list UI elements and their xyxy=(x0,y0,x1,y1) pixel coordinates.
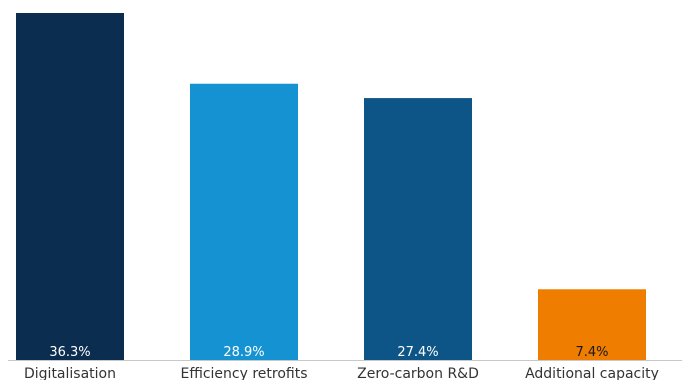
category-label-digitalisation: Digitalisation xyxy=(24,366,116,380)
category-label-zero-carbon-randd: Zero-carbon R&D xyxy=(357,366,479,380)
value-label-zero-carbon-randd: 27.4% xyxy=(397,345,438,360)
bar-efficiency-retrofits xyxy=(190,83,298,361)
value-label-efficiency-retrofits: 28.9% xyxy=(223,345,264,360)
bar-digitalisation xyxy=(16,13,124,360)
bar-additional-capacity xyxy=(538,289,646,360)
category-labels-layer: Digitalisation Efficiency retrofits Zero-c… xyxy=(24,366,659,382)
category-label-efficiency-retrofits: Efficiency retrofits xyxy=(180,366,307,380)
value-label-additional-capacity: 7.4% xyxy=(575,345,608,360)
bar-zero-carbon-randd xyxy=(364,98,472,360)
value-label-digitalisation: 36.3% xyxy=(49,345,90,360)
category-label-additional-capacity: Additional capacity xyxy=(525,366,659,380)
bars-layer xyxy=(16,13,646,361)
value-labels-layer: 36.3% 28.9% 27.4% 7.4% xyxy=(49,345,608,360)
